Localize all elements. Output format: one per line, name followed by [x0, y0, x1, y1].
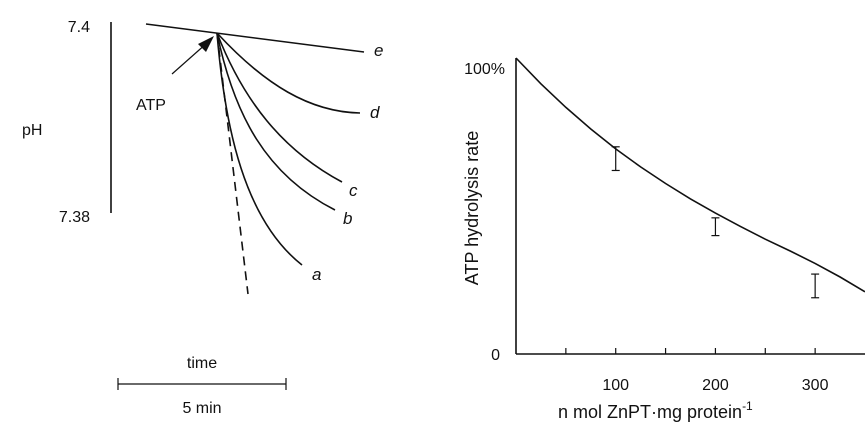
fit-curve	[515, 57, 865, 293]
hydrolysis-rate-panel: 100 200 300 100% 0 ATP hydrolysis rate n m…	[462, 57, 865, 422]
time-label: time	[187, 355, 217, 372]
series-label-e: e	[374, 41, 383, 60]
series-label-a: a	[312, 265, 321, 284]
series-label-d: d	[370, 103, 380, 122]
data-point-errorbar	[811, 273, 820, 299]
time-scale-label: 5 min	[182, 400, 221, 417]
x-axis-label-superscript: -1	[742, 399, 753, 413]
series-label-c: c	[349, 181, 358, 200]
atp-arrow	[171, 36, 214, 75]
y-tick-label-zero: 0	[491, 347, 500, 364]
ph-trace-panel: 7.4 7.38 pH e d c b a ATP time 5 min	[22, 19, 383, 417]
trace-e	[145, 23, 365, 53]
trace-a	[216, 32, 303, 266]
x-ticks	[565, 348, 816, 354]
ph-axis-label: pH	[22, 122, 42, 139]
x-axis-label-main: n mol ZnPT·mg protein	[558, 402, 742, 422]
data-point-errorbar	[611, 146, 620, 172]
ph-tick-label-top: 7.4	[68, 19, 90, 36]
x-axis-label: n mol ZnPT·mg protein-1	[558, 399, 753, 422]
x-tick-label: 100	[602, 377, 629, 394]
x-tick-label: 300	[802, 377, 829, 394]
time-scale-bar	[117, 378, 287, 390]
y-axis-label: ATP hydrolysis rate	[462, 131, 482, 285]
trace-c	[216, 32, 343, 183]
data-point-errorbar	[711, 217, 720, 237]
ph-tick-label-bottom: 7.38	[59, 209, 90, 226]
trace-b	[216, 32, 336, 211]
data-points	[611, 146, 820, 299]
y-tick-label-top: 100%	[464, 61, 505, 78]
x-tick-label: 200	[702, 377, 729, 394]
series-label-b: b	[343, 209, 352, 228]
x-tick-labels: 100 200 300	[602, 377, 828, 394]
trace-d	[216, 32, 361, 114]
atp-annotation: ATP	[136, 97, 166, 114]
